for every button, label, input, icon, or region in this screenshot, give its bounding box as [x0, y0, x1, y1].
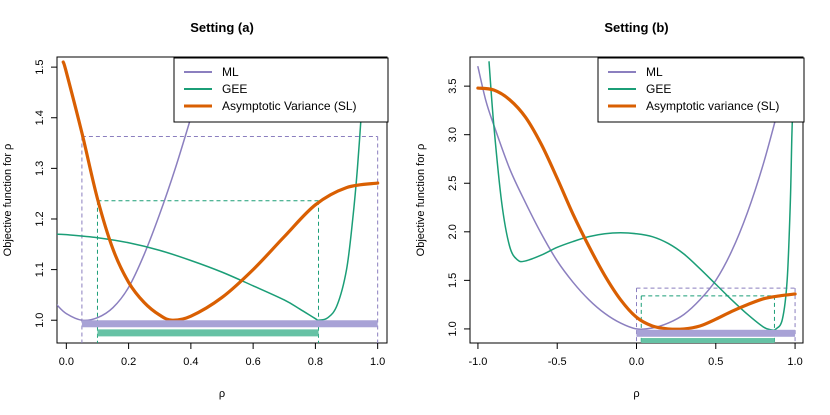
y-axis-label: Objective function for ρ	[2, 144, 14, 257]
ml-curve	[477, 65, 788, 330]
x-tick-label: 0.2	[121, 356, 136, 368]
plot-area	[57, 60, 380, 343]
plot-frame	[56, 56, 388, 344]
legend-label: GEE	[222, 82, 247, 96]
y-tick-label: 1.4	[34, 110, 46, 125]
y-tick-label: 1.0	[447, 321, 459, 336]
x-tick-label: -1.0	[468, 356, 487, 368]
y-axis-label: Objective function for ρ	[415, 144, 427, 257]
x-axis-label: ρ	[219, 388, 225, 400]
legend: ML GEE Asymptotic Variance (SL)	[173, 57, 389, 123]
gee-interval-bar	[97, 329, 319, 337]
legend-label: ML	[646, 65, 663, 79]
x-tick-label: 0.4	[183, 356, 198, 368]
x-axis-label: ρ	[633, 388, 639, 400]
x-tick-label: 0.6	[245, 356, 260, 368]
legend-label: Asymptotic Variance (SL)	[222, 99, 357, 113]
legend-label: ML	[222, 65, 239, 79]
y-tick-label: 1.5	[447, 273, 459, 288]
chart-panel-b: Setting (b) -1.0 -0.5 0.0 0.5 1.0 1.0 1.5 2.0 2.5…	[415, 20, 805, 400]
x-tick-label: 0.0	[59, 356, 74, 368]
y-tick-label: 1.5	[34, 59, 46, 74]
x-tick-label: 1.0	[787, 356, 802, 368]
gee-curve	[57, 101, 363, 322]
x-tick-label: 1.0	[370, 356, 385, 368]
x-tick-label: 0.5	[708, 356, 723, 368]
y-tick-label: 1.0	[34, 313, 46, 328]
plot-area	[476, 61, 797, 343]
y-tick-label: 2.5	[447, 176, 459, 191]
ml-interval-bar	[81, 320, 378, 328]
y-tick-label: 1.2	[34, 211, 46, 226]
gee-interval-bar	[641, 338, 775, 343]
y-tick-label: 1.1	[34, 262, 46, 277]
y-tick-label: 3.5	[447, 78, 459, 93]
y-tick-label: 1.3	[34, 161, 46, 176]
legend-label: GEE	[646, 82, 671, 96]
chart-title: Setting (a)	[190, 20, 254, 35]
legend-label: Asymptotic variance (SL)	[646, 99, 779, 113]
y-tick-label: 2.0	[447, 224, 459, 239]
sl-curve	[476, 86, 797, 331]
x-tick-label: 0.0	[629, 356, 644, 368]
chart-title: Setting (b)	[604, 20, 668, 35]
sl-curve	[61, 60, 380, 322]
ml-curve	[57, 81, 203, 322]
ml-interval-bar	[636, 329, 796, 337]
x-tick-label: 0.8	[308, 356, 323, 368]
gee-curve	[488, 61, 795, 331]
y-tick-label: 3.0	[447, 127, 459, 142]
legend: ML GEE Asymptotic variance (SL)	[597, 57, 805, 123]
chart-panel-a: Setting (a) 0.0 0.2 0.4 0.6 0.8 1.0 1.0 1.1 1.2 1.…	[2, 20, 389, 400]
x-tick-label: -0.5	[548, 356, 567, 368]
